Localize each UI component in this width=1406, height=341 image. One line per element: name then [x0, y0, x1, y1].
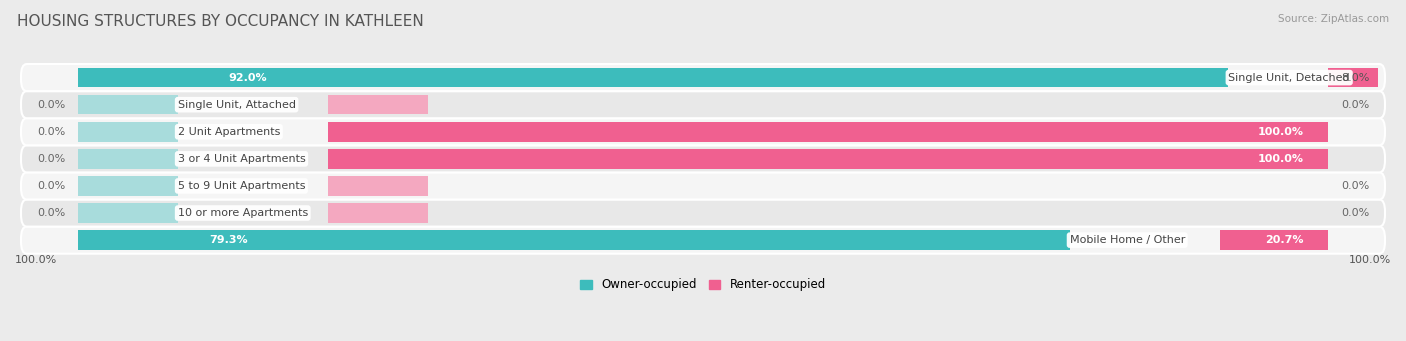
Bar	[77, 68, 1229, 87]
Text: 100.0%: 100.0%	[1257, 154, 1303, 164]
Text: 20.7%: 20.7%	[1265, 235, 1303, 245]
FancyBboxPatch shape	[21, 91, 1385, 118]
Text: HOUSING STRUCTURES BY OCCUPANCY IN KATHLEEN: HOUSING STRUCTURES BY OCCUPANCY IN KATHL…	[17, 14, 423, 29]
Text: 100.0%: 100.0%	[1348, 255, 1391, 265]
Text: 0.0%: 0.0%	[37, 181, 65, 191]
Bar	[1329, 68, 1378, 87]
Text: Single Unit, Attached: Single Unit, Attached	[177, 100, 295, 110]
FancyBboxPatch shape	[21, 64, 1385, 91]
Text: 100.0%: 100.0%	[15, 255, 58, 265]
Text: 3 or 4 Unit Apartments: 3 or 4 Unit Apartments	[177, 154, 305, 164]
Text: 5 to 9 Unit Apartments: 5 to 9 Unit Apartments	[177, 181, 305, 191]
Bar	[77, 149, 177, 168]
Text: 79.3%: 79.3%	[209, 235, 247, 245]
Text: 0.0%: 0.0%	[37, 154, 65, 164]
FancyBboxPatch shape	[21, 145, 1385, 173]
Bar	[77, 122, 177, 142]
Bar	[328, 95, 427, 115]
Text: 2 Unit Apartments: 2 Unit Apartments	[177, 127, 280, 137]
Text: 0.0%: 0.0%	[37, 100, 65, 110]
FancyBboxPatch shape	[21, 173, 1385, 199]
Bar	[328, 203, 427, 223]
Bar	[1219, 231, 1329, 250]
Legend: Owner-occupied, Renter-occupied: Owner-occupied, Renter-occupied	[579, 278, 827, 291]
Bar	[328, 149, 1329, 168]
FancyBboxPatch shape	[21, 226, 1385, 254]
Bar	[77, 203, 177, 223]
Text: 0.0%: 0.0%	[1341, 181, 1369, 191]
Text: 0.0%: 0.0%	[37, 208, 65, 218]
Bar	[328, 122, 1329, 142]
Bar	[77, 95, 177, 115]
Text: 100.0%: 100.0%	[1257, 127, 1303, 137]
Text: 8.0%: 8.0%	[1341, 73, 1369, 83]
Text: Source: ZipAtlas.com: Source: ZipAtlas.com	[1278, 14, 1389, 24]
FancyBboxPatch shape	[21, 118, 1385, 145]
Text: Single Unit, Detached: Single Unit, Detached	[1229, 73, 1350, 83]
Text: 0.0%: 0.0%	[1341, 100, 1369, 110]
Bar	[328, 176, 427, 196]
Bar	[77, 176, 177, 196]
Text: 0.0%: 0.0%	[37, 127, 65, 137]
Bar	[77, 231, 1070, 250]
Text: 10 or more Apartments: 10 or more Apartments	[177, 208, 308, 218]
Text: Mobile Home / Other: Mobile Home / Other	[1070, 235, 1185, 245]
Text: 0.0%: 0.0%	[1341, 208, 1369, 218]
FancyBboxPatch shape	[21, 199, 1385, 226]
Text: 92.0%: 92.0%	[228, 73, 267, 83]
